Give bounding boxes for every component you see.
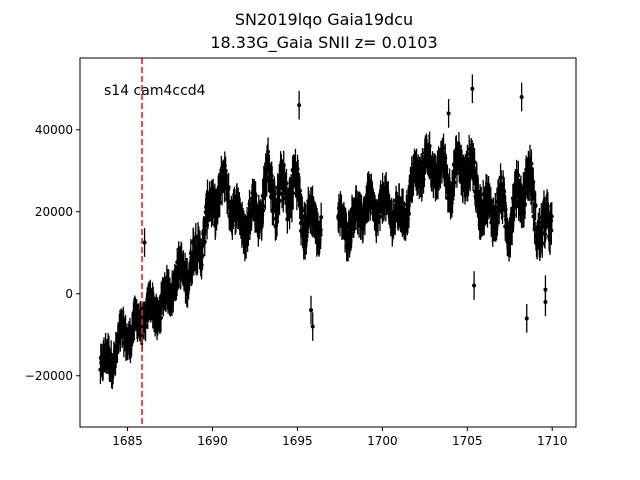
data-point <box>516 160 521 190</box>
data-point <box>273 185 278 214</box>
marker <box>264 178 269 183</box>
x-tick-label: 1705 <box>452 434 483 448</box>
marker <box>261 208 266 213</box>
marker <box>296 172 301 177</box>
marker <box>319 215 324 220</box>
marker <box>277 198 282 203</box>
marker <box>543 299 548 304</box>
data-point <box>549 201 554 231</box>
sector-camera-label: s14 cam4ccd4 <box>104 83 206 99</box>
marker <box>406 211 411 216</box>
marker <box>266 149 271 154</box>
x-tick-label: 1710 <box>537 434 568 448</box>
marker <box>456 144 461 149</box>
marker <box>275 220 280 225</box>
marker <box>549 214 554 219</box>
y-tick-label: 20000 <box>35 205 73 219</box>
marker <box>284 181 289 186</box>
marker <box>449 201 454 206</box>
marker <box>142 240 147 245</box>
data-point <box>310 312 315 341</box>
x-tick-label: 1695 <box>282 434 313 448</box>
data-point <box>446 99 451 128</box>
data-point <box>470 74 475 104</box>
marker <box>273 197 278 202</box>
marker <box>537 220 542 225</box>
data-point <box>533 191 538 221</box>
marker <box>519 94 524 99</box>
marker <box>297 103 302 108</box>
marker <box>291 191 296 196</box>
plot-frame <box>79 57 577 428</box>
chart-subtitle: 18.33G_Gaia SNII z= 0.0103 <box>210 33 437 53</box>
marker <box>493 205 498 210</box>
data-point <box>472 271 477 300</box>
marker <box>540 241 545 246</box>
data-point <box>519 82 524 112</box>
marker <box>309 308 314 313</box>
x-tick-label: 1700 <box>367 434 398 448</box>
marker <box>529 161 534 166</box>
marker <box>158 315 163 320</box>
data-point <box>472 147 477 177</box>
data-point <box>406 199 411 229</box>
chart-title: SN2019lqo Gaia19dcu <box>235 10 413 29</box>
data-points <box>98 74 554 390</box>
marker <box>533 203 538 208</box>
marker <box>524 316 529 321</box>
marker <box>377 214 382 219</box>
marker <box>446 111 451 116</box>
marker <box>516 173 521 178</box>
data-point <box>309 295 314 325</box>
marker <box>510 228 515 233</box>
marker <box>545 204 550 209</box>
data-point <box>537 208 542 237</box>
data-point <box>297 90 302 120</box>
data-point <box>261 196 266 225</box>
marker <box>454 171 459 176</box>
marker <box>472 283 477 288</box>
x-tick-label: 1690 <box>197 434 228 448</box>
x-axis-ticks: 1685 1690 1695 1700 1705 1710 <box>112 427 567 448</box>
data-point <box>142 228 147 257</box>
marker <box>300 208 305 213</box>
y-axis-ticks: −20000 0 20000 40000 <box>25 123 80 383</box>
marker <box>472 160 477 165</box>
marker <box>470 86 475 91</box>
x-tick-label: 1685 <box>112 434 143 448</box>
y-tick-label: 0 <box>65 287 73 301</box>
marker <box>401 201 406 206</box>
marker <box>310 324 315 329</box>
marker <box>226 185 231 190</box>
y-tick-label: −20000 <box>25 369 73 383</box>
marker <box>441 145 446 150</box>
y-tick-label: 40000 <box>35 123 73 137</box>
data-point <box>543 287 548 317</box>
data-point <box>291 178 296 208</box>
data-point <box>524 304 529 333</box>
data-point <box>319 202 324 232</box>
